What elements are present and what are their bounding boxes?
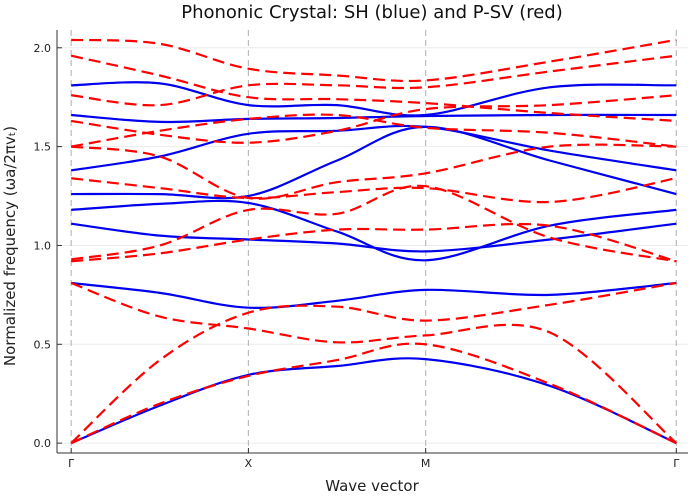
y-tick-label: 2.0: [34, 42, 52, 55]
y-tick-label: 0.5: [34, 338, 52, 351]
sh-band-2: [71, 281, 677, 310]
psv-band-8: [70, 113, 677, 148]
psv-band-11: [71, 54, 677, 107]
grid: [57, 30, 688, 453]
psv-band-2: [70, 281, 678, 444]
axes: 0.0 0.5 1.0 1.5 2.0 Γ X M Γ: [34, 30, 688, 470]
psv-band-3: [70, 281, 677, 444]
y-tick-label: 0.0: [34, 437, 52, 450]
y-tick-label: 1.5: [34, 141, 52, 154]
x-tick-label: M: [421, 457, 431, 470]
psv-band-9: [71, 94, 677, 144]
psv-band-10: [70, 54, 677, 122]
psv-band-7: [71, 143, 677, 200]
sh-band-5: [71, 125, 677, 200]
y-tick-label: 1.0: [34, 239, 52, 252]
psv-band-12: [71, 38, 677, 83]
sh-band-7: [71, 113, 677, 124]
psv-band-4: [71, 222, 677, 263]
x-tick-label: Γ: [673, 457, 680, 470]
x-tick-label: X: [245, 457, 253, 470]
sh-band-1: [70, 357, 677, 445]
psv-band-1: [70, 342, 677, 445]
x-axis-label: Wave vector: [325, 477, 419, 495]
y-axis-label: Normalized frequency (ωa/2πvₜ): [1, 126, 19, 366]
chart-title: Phononic Crystal: SH (blue) and P-SV (re…: [181, 2, 563, 23]
sh-band-6: [71, 124, 677, 172]
sh-band-8: [71, 81, 677, 117]
sh-band-4: [71, 199, 677, 262]
bands: [70, 38, 678, 445]
psv-band-6: [71, 177, 677, 204]
x-tick-label: Γ: [68, 457, 75, 470]
psv-band-5: [71, 184, 677, 263]
